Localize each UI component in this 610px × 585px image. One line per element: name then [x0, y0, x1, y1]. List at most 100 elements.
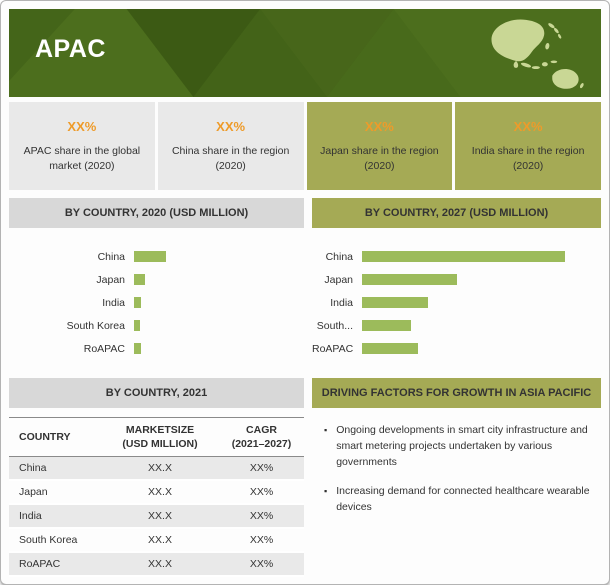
bar-track: [362, 251, 601, 262]
chart-row: South...: [312, 314, 601, 337]
list-item: ▪ Ongoing developments in smart city inf…: [324, 423, 597, 470]
country-cell: RoAPAC: [9, 552, 101, 578]
market-size-cell: XX.X: [101, 528, 219, 554]
page-title: APAC: [35, 35, 106, 63]
by-country-2021-header: BY COUNTRY, 2021: [9, 378, 304, 408]
country-cell: South Korea: [9, 528, 101, 554]
banner-pattern-decoration: [9, 9, 461, 97]
percent-sign: %: [531, 118, 543, 134]
factor-text: Ongoing developments in smart city infra…: [336, 424, 588, 468]
table-row: RoAPAC XX.X XX%: [9, 552, 304, 578]
driving-factors-header: DRIVING FACTORS FOR GROWTH IN ASIA PACIF…: [312, 378, 601, 408]
category-label: China: [97, 250, 125, 263]
bar-chart-2020: China Japan India South Korea RoAPAC: [9, 228, 304, 370]
stat-card-india-share: XX% India share in the region (2020): [455, 102, 601, 190]
country-cell: China: [9, 456, 101, 482]
category-label: RoAPAC: [312, 342, 354, 355]
stat-card-china-share: XX% China share in the region (2020): [157, 102, 304, 190]
bar: [134, 251, 166, 262]
bar: [134, 343, 142, 354]
bottom-content-row: COUNTRY MARKETSIZE (USD MILLION) CAGR (202…: [9, 408, 601, 578]
table-row: South Korea XX.X XX%: [9, 528, 304, 554]
stat-value: XX%: [365, 118, 394, 137]
stat-value-number: XX: [513, 118, 532, 134]
stat-value: XX%: [216, 118, 245, 137]
category-label: Japan: [324, 273, 353, 286]
bar: [362, 274, 457, 285]
bullet-icon: ▪: [324, 486, 328, 497]
section-headers-row-2: BY COUNTRY, 2021 DRIVING FACTORS FOR GRO…: [9, 378, 601, 408]
stat-label: China share in the region (2020): [171, 144, 290, 172]
country-cell: India: [9, 504, 101, 530]
bar-track: [134, 274, 304, 285]
column-header-text: (2021–2027): [231, 438, 292, 451]
percent-sign: %: [233, 118, 246, 134]
category-label: India: [102, 296, 125, 309]
bar-track: [134, 320, 304, 331]
category-label: South Korea: [66, 319, 125, 332]
bar-track: [362, 297, 601, 308]
driving-factors-list: ▪ Ongoing developments in smart city inf…: [312, 408, 601, 577]
chart-row: Japan: [312, 268, 601, 291]
bar-track: [362, 274, 601, 285]
column-header-market-size: MARKETSIZE (USD MILLION): [101, 418, 219, 457]
cagr-cell: XX%: [219, 504, 304, 530]
chart-row: South Korea: [9, 314, 304, 337]
by-country-2021-table: COUNTRY MARKETSIZE (USD MILLION) CAGR (202…: [9, 417, 304, 578]
chart-row: China: [312, 245, 601, 268]
chart-row: China: [9, 245, 304, 268]
column-header-cagr: CAGR (2021–2027): [219, 418, 304, 457]
stat-label: APAC share in the global market (2020): [23, 144, 141, 172]
stat-value: XX%: [67, 118, 96, 137]
table-row: India XX.X XX%: [9, 504, 304, 530]
category-label: RoAPAC: [83, 342, 125, 355]
table-row: Japan XX.X XX%: [9, 480, 304, 506]
bar: [362, 343, 418, 354]
bar-track: [134, 343, 304, 354]
cagr-cell: XX%: [219, 456, 304, 482]
by-country-2027-header: BY COUNTRY, 2027 (USD MILLION): [312, 198, 601, 228]
bar-track: [362, 320, 601, 331]
bar: [134, 297, 142, 308]
stat-value-number: XX: [67, 118, 85, 134]
market-size-cell: XX.X: [101, 552, 219, 578]
bar-track: [134, 251, 304, 262]
stat-value: XX%: [514, 118, 543, 137]
header-banner: APAC: [9, 9, 601, 97]
cagr-cell: XX%: [219, 480, 304, 506]
list-item: ▪ Increasing demand for connected health…: [324, 484, 597, 516]
bullet-icon: ▪: [324, 425, 328, 435]
bar: [134, 274, 145, 285]
bar-chart-2027: China Japan India South... RoAPAC: [312, 228, 601, 370]
category-label: India: [330, 296, 353, 309]
chart-row: RoAPAC: [9, 337, 304, 360]
cagr-cell: XX%: [219, 528, 304, 554]
market-size-cell: XX.X: [101, 456, 219, 482]
market-size-cell: XX.X: [101, 480, 219, 506]
stat-value-number: XX: [216, 118, 234, 134]
cagr-cell: XX%: [219, 552, 304, 578]
stat-label: Japan share in the region (2020): [320, 144, 439, 172]
chart-row: India: [312, 291, 601, 314]
column-header-country: COUNTRY: [9, 418, 101, 457]
section-headers-row-1: BY COUNTRY, 2020 (USD MILLION) BY COUNTR…: [9, 198, 601, 228]
percent-sign: %: [382, 118, 394, 134]
chart-row: India: [9, 291, 304, 314]
bar: [362, 251, 566, 262]
column-header-text: COUNTRY: [19, 431, 71, 444]
chart-row: Japan: [9, 268, 304, 291]
table-row: China XX.X XX%: [9, 456, 304, 482]
bar-track: [362, 343, 601, 354]
percent-sign: %: [84, 118, 97, 134]
stat-card-japan-share: XX% Japan share in the region (2020): [306, 102, 453, 190]
bar: [362, 320, 411, 331]
category-label: South...: [316, 319, 353, 332]
by-country-2020-header: BY COUNTRY, 2020 (USD MILLION): [9, 198, 304, 228]
factor-text: Increasing demand for connected healthca…: [336, 485, 590, 513]
category-label: Japan: [96, 273, 125, 286]
column-header-text: CAGR: [246, 424, 277, 436]
country-cell: Japan: [9, 480, 101, 506]
column-header-text: (USD MILLION): [122, 438, 198, 451]
stat-label: India share in the region (2020): [471, 144, 585, 172]
